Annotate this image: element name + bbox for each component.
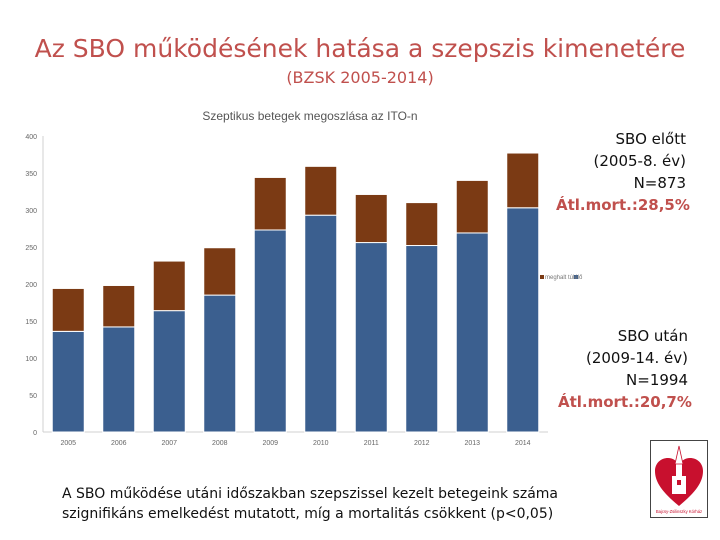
y-tick-label: 400	[25, 134, 37, 141]
x-tick-label: 2012	[414, 440, 430, 447]
x-tick-label: 2011	[364, 440, 379, 447]
x-tick-label: 2006	[111, 440, 127, 447]
bar-survived-2005	[51, 330, 85, 433]
annotation-before: SBO előtt (2005-8. év) N=873 Átl.mort.:2…	[556, 128, 690, 216]
conclusion-caption: A SBO működése utáni időszakban szepszis…	[62, 486, 558, 522]
bar-died-2007	[152, 260, 186, 312]
bar-survived-2008	[203, 294, 237, 433]
bar-survived-2006	[102, 326, 136, 433]
x-tick-label: 2009	[262, 440, 278, 447]
bar-died-2013	[455, 179, 489, 234]
bar-survived-2011	[354, 242, 388, 433]
annotation-after: SBO után (2009-14. év) N=1994 Átl.mort.:…	[558, 325, 692, 413]
bar-died-2011	[354, 193, 388, 244]
x-tick-label: 2010	[313, 440, 329, 447]
legend-swatch-died	[540, 275, 544, 279]
y-tick-label: 300	[25, 208, 37, 215]
bar-survived-2012	[405, 245, 439, 433]
annotation-before-line-1: SBO előtt	[615, 130, 686, 148]
hospital-logo: Bajcsy-Zsilinszky Kórház	[650, 440, 708, 518]
annotation-before-mortality: Átl.mort.:28,5%	[556, 196, 690, 214]
bar-died-2005	[51, 287, 85, 332]
y-tick-label: 250	[25, 245, 37, 252]
x-tick-label: 2013	[464, 440, 480, 447]
x-tick-label: 2008	[212, 440, 228, 447]
bar-survived-2007	[152, 310, 186, 433]
annotation-before-line-2: (2005-8. év)	[593, 152, 686, 170]
chart-title: Szeptikus betegek megoszlása az ITO-n	[202, 109, 417, 123]
bar-survived-2014	[506, 207, 540, 433]
y-tick-label: 100	[25, 356, 37, 363]
logo-text: Bajcsy-Zsilinszky Kórház	[656, 509, 702, 514]
slide-subtitle: (BZSK 2005-2014)	[286, 68, 434, 87]
annotation-after-line-1: SBO után	[617, 327, 688, 345]
legend-text: meghalt túlélő	[545, 275, 583, 281]
x-tick-label: 2005	[60, 440, 76, 447]
bar-died-2010	[304, 165, 338, 216]
x-tick-label: 2007	[161, 440, 177, 447]
slide-title: Az SBO működésének hatása a szepszis kim…	[34, 34, 686, 63]
x-tick-label: 2014	[515, 440, 531, 447]
y-tick-label: 150	[25, 319, 37, 326]
annotation-after-line-2: (2009-14. év)	[585, 349, 688, 367]
y-tick-label: 0	[33, 430, 37, 437]
bar-died-2014	[506, 152, 540, 209]
legend-swatch-survived	[574, 275, 578, 279]
y-tick-label: 200	[25, 282, 37, 289]
bar-survived-2009	[253, 229, 287, 433]
annotation-after-line-3: N=1994	[626, 371, 688, 389]
bar-died-2008	[203, 247, 237, 296]
y-tick-label: 350	[25, 171, 37, 178]
bar-died-2009	[253, 176, 287, 231]
bar-died-2012	[405, 202, 439, 247]
bar-survived-2010	[304, 214, 338, 433]
annotation-before-line-3: N=873	[633, 174, 686, 192]
y-tick-label: 50	[29, 393, 37, 400]
annotation-after-mortality: Átl.mort.:20,7%	[558, 393, 692, 411]
bar-survived-2013	[455, 232, 489, 433]
bar-died-2006	[102, 284, 136, 328]
